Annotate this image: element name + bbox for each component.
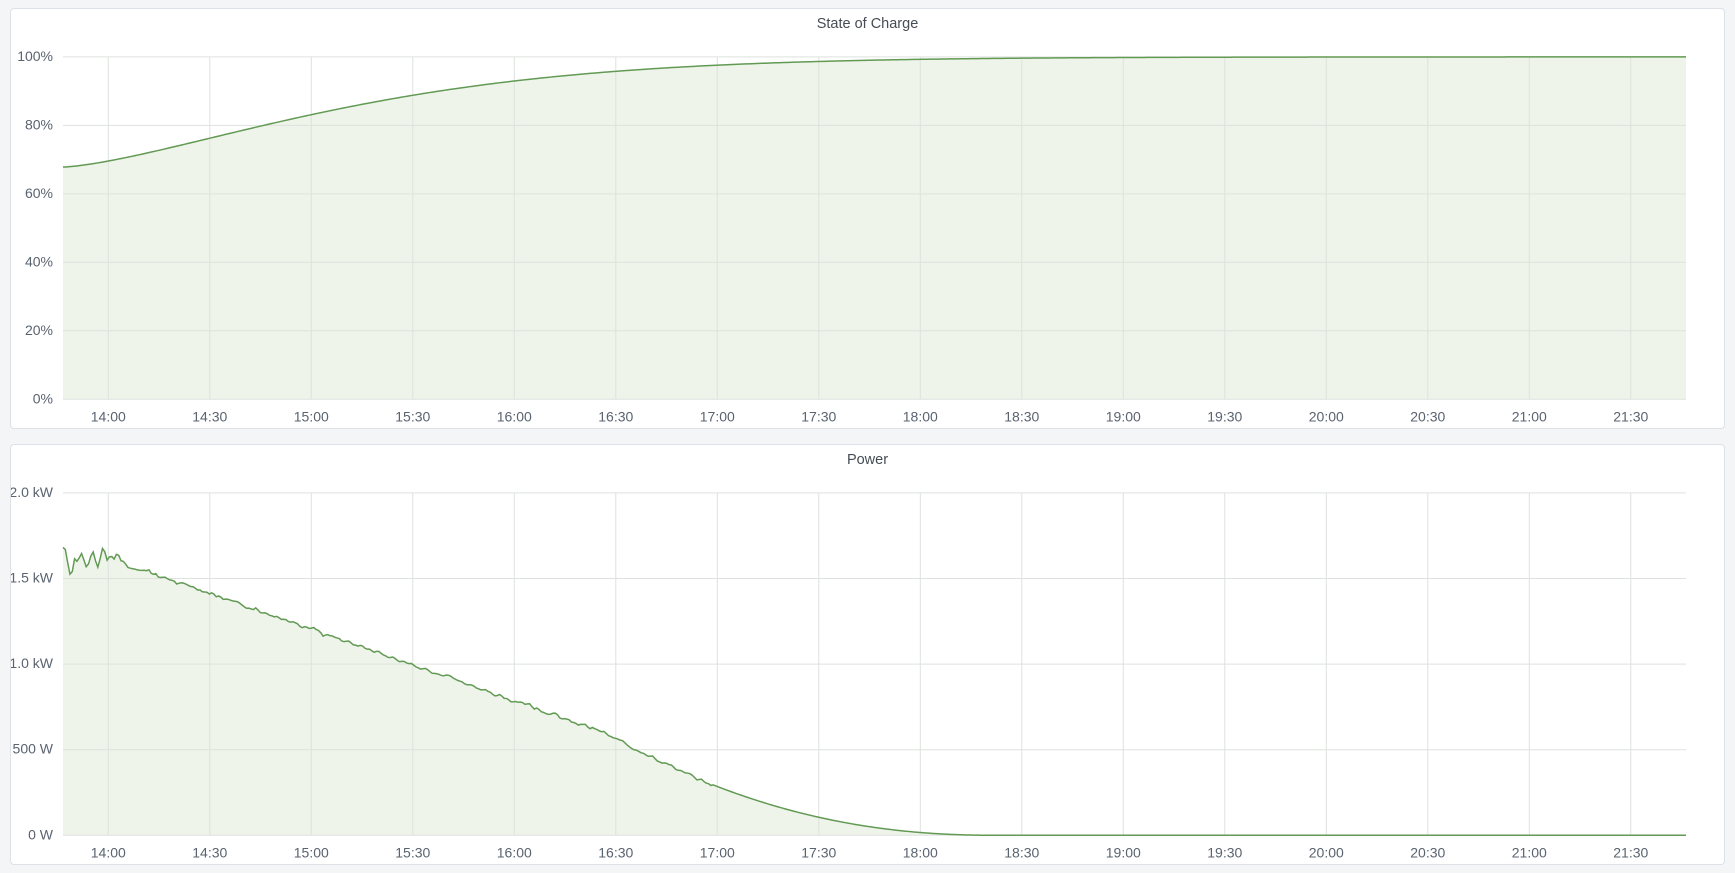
svg-text:1.5 kW: 1.5 kW bbox=[11, 570, 54, 586]
svg-text:16:00: 16:00 bbox=[497, 408, 532, 424]
svg-text:14:30: 14:30 bbox=[192, 408, 227, 424]
svg-text:0 W: 0 W bbox=[28, 826, 54, 842]
svg-text:21:00: 21:00 bbox=[1512, 844, 1547, 860]
svg-text:20:30: 20:30 bbox=[1410, 844, 1445, 860]
svg-text:21:30: 21:30 bbox=[1613, 844, 1648, 860]
svg-text:20:00: 20:00 bbox=[1309, 408, 1344, 424]
svg-text:18:00: 18:00 bbox=[903, 408, 938, 424]
svg-text:17:30: 17:30 bbox=[801, 844, 836, 860]
svg-text:15:30: 15:30 bbox=[395, 844, 430, 860]
svg-text:14:00: 14:00 bbox=[91, 844, 126, 860]
svg-text:15:30: 15:30 bbox=[395, 408, 430, 424]
svg-text:21:30: 21:30 bbox=[1613, 408, 1648, 424]
svg-text:80%: 80% bbox=[25, 116, 53, 132]
svg-text:20%: 20% bbox=[25, 322, 53, 338]
svg-text:16:30: 16:30 bbox=[598, 408, 633, 424]
svg-text:20:30: 20:30 bbox=[1410, 408, 1445, 424]
svg-text:2.0 kW: 2.0 kW bbox=[11, 484, 54, 500]
svg-text:19:00: 19:00 bbox=[1106, 844, 1141, 860]
svg-text:17:00: 17:00 bbox=[700, 408, 735, 424]
svg-text:19:30: 19:30 bbox=[1207, 408, 1242, 424]
svg-text:15:00: 15:00 bbox=[294, 844, 329, 860]
svg-text:16:30: 16:30 bbox=[598, 844, 633, 860]
svg-text:14:00: 14:00 bbox=[91, 408, 126, 424]
svg-text:21:00: 21:00 bbox=[1512, 408, 1547, 424]
svg-text:1.0 kW: 1.0 kW bbox=[11, 655, 54, 671]
svg-text:14:30: 14:30 bbox=[192, 844, 227, 860]
svg-text:17:30: 17:30 bbox=[801, 408, 836, 424]
svg-text:15:00: 15:00 bbox=[294, 408, 329, 424]
svg-text:17:00: 17:00 bbox=[700, 844, 735, 860]
svg-text:40%: 40% bbox=[25, 253, 53, 269]
svg-text:19:00: 19:00 bbox=[1106, 408, 1141, 424]
svg-text:500 W: 500 W bbox=[13, 741, 54, 757]
svg-text:0%: 0% bbox=[33, 390, 53, 406]
svg-text:18:30: 18:30 bbox=[1004, 408, 1039, 424]
svg-text:20:00: 20:00 bbox=[1309, 844, 1344, 860]
svg-text:18:30: 18:30 bbox=[1004, 844, 1039, 860]
svg-text:60%: 60% bbox=[25, 185, 53, 201]
svg-text:19:30: 19:30 bbox=[1207, 844, 1242, 860]
svg-text:18:00: 18:00 bbox=[903, 844, 938, 860]
svg-text:100%: 100% bbox=[17, 48, 53, 64]
svg-text:16:00: 16:00 bbox=[497, 844, 532, 860]
